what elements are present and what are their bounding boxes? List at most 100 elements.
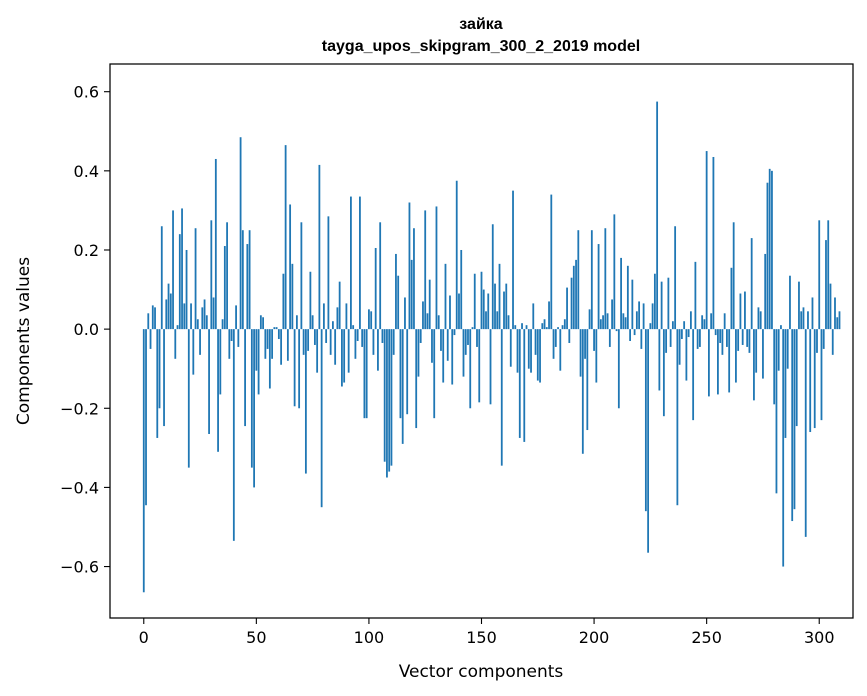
bar-185 bbox=[559, 329, 562, 371]
bar-294 bbox=[804, 329, 807, 537]
bar-259 bbox=[726, 329, 728, 347]
bar-218 bbox=[633, 329, 636, 336]
bar-223 bbox=[644, 329, 647, 512]
bar-217 bbox=[631, 279, 634, 330]
bar-57 bbox=[271, 329, 274, 359]
bar-181 bbox=[550, 194, 553, 330]
y-tick-label: 0.4 bbox=[74, 162, 99, 181]
bar-127 bbox=[428, 279, 431, 330]
bar-61 bbox=[280, 329, 283, 365]
bar-301 bbox=[820, 329, 823, 421]
bar-173 bbox=[532, 303, 535, 330]
bar-38 bbox=[228, 329, 231, 359]
bar-146 bbox=[471, 327, 474, 330]
bar-91 bbox=[347, 329, 350, 373]
bar-183 bbox=[554, 329, 557, 347]
bar-195 bbox=[581, 329, 584, 454]
bar-30 bbox=[210, 220, 213, 330]
bar-221 bbox=[640, 329, 643, 349]
bar-78 bbox=[318, 164, 321, 330]
bar-172 bbox=[530, 329, 532, 373]
bar-233 bbox=[667, 277, 670, 330]
bar-284 bbox=[782, 329, 785, 567]
bar-14 bbox=[174, 329, 177, 359]
x-axis-ticks: 0 50 100 150 200 250 300 bbox=[139, 618, 835, 647]
bar-186 bbox=[561, 325, 564, 330]
bar-42 bbox=[237, 329, 240, 347]
bar-32 bbox=[214, 158, 217, 330]
bar-113 bbox=[397, 275, 400, 330]
bar-159 bbox=[500, 329, 503, 466]
bar-156 bbox=[494, 283, 496, 330]
bar-131 bbox=[437, 315, 440, 330]
bar-276 bbox=[764, 253, 767, 330]
bar-255 bbox=[717, 329, 719, 395]
bar-74 bbox=[309, 271, 312, 330]
bar-120 bbox=[413, 228, 415, 330]
bar-244 bbox=[692, 329, 695, 421]
bar-214 bbox=[624, 317, 627, 330]
bar-263 bbox=[735, 329, 737, 383]
bar-177 bbox=[541, 323, 544, 330]
bar-31 bbox=[212, 297, 215, 330]
bar-13 bbox=[172, 210, 174, 330]
bar-299 bbox=[816, 329, 818, 353]
bar-49 bbox=[253, 329, 255, 488]
y-tick-label: 0.2 bbox=[74, 241, 99, 260]
bar-153 bbox=[487, 293, 490, 330]
bar-76 bbox=[313, 329, 316, 345]
bar-34 bbox=[219, 329, 222, 395]
bar-306 bbox=[831, 329, 834, 355]
bar-98 bbox=[363, 329, 366, 419]
bar-58 bbox=[273, 327, 276, 330]
bar-152 bbox=[485, 311, 487, 330]
bar-300 bbox=[818, 220, 821, 330]
bar-118 bbox=[408, 202, 411, 330]
bar-163 bbox=[509, 329, 512, 367]
bar-134 bbox=[444, 263, 447, 330]
y-tick-label: 0.0 bbox=[74, 320, 99, 339]
bar-192 bbox=[575, 259, 577, 330]
bar-80 bbox=[322, 303, 325, 330]
bar-237 bbox=[676, 329, 679, 506]
bar-65 bbox=[289, 204, 292, 330]
bar-201 bbox=[595, 329, 598, 383]
bar-246 bbox=[696, 329, 699, 349]
bar-148 bbox=[476, 329, 478, 347]
bar-184 bbox=[557, 327, 559, 330]
bar-83 bbox=[329, 329, 332, 355]
bar-222 bbox=[642, 303, 645, 330]
bar-274 bbox=[759, 311, 762, 330]
bar-48 bbox=[250, 329, 253, 468]
bar-129 bbox=[433, 329, 436, 419]
bar-117 bbox=[406, 329, 409, 415]
bar-178 bbox=[543, 319, 546, 330]
bar-59 bbox=[275, 327, 278, 330]
bar-309 bbox=[838, 311, 841, 330]
bar-12 bbox=[169, 293, 172, 330]
x-tick-label: 300 bbox=[804, 628, 835, 647]
bar-124 bbox=[422, 301, 424, 330]
bar-213 bbox=[622, 313, 625, 330]
bar-7 bbox=[158, 329, 161, 409]
bar-0 bbox=[142, 329, 145, 593]
bar-265 bbox=[739, 293, 742, 330]
bar-292 bbox=[800, 311, 803, 330]
bar-305 bbox=[829, 283, 832, 330]
bar-239 bbox=[680, 329, 683, 340]
bar-272 bbox=[755, 329, 758, 373]
bar-240 bbox=[683, 321, 686, 330]
bar-125 bbox=[424, 210, 427, 330]
bar-104 bbox=[377, 329, 379, 371]
bar-97 bbox=[361, 329, 364, 347]
bar-282 bbox=[777, 329, 780, 371]
bar-23 bbox=[194, 228, 197, 330]
bar-47 bbox=[248, 230, 251, 330]
bar-111 bbox=[392, 329, 395, 355]
x-tick-label: 250 bbox=[691, 628, 722, 647]
bar-11 bbox=[167, 283, 170, 330]
bar-242 bbox=[687, 329, 690, 338]
bar-188 bbox=[566, 287, 568, 330]
bar-144 bbox=[467, 329, 469, 345]
bar-241 bbox=[685, 329, 688, 381]
